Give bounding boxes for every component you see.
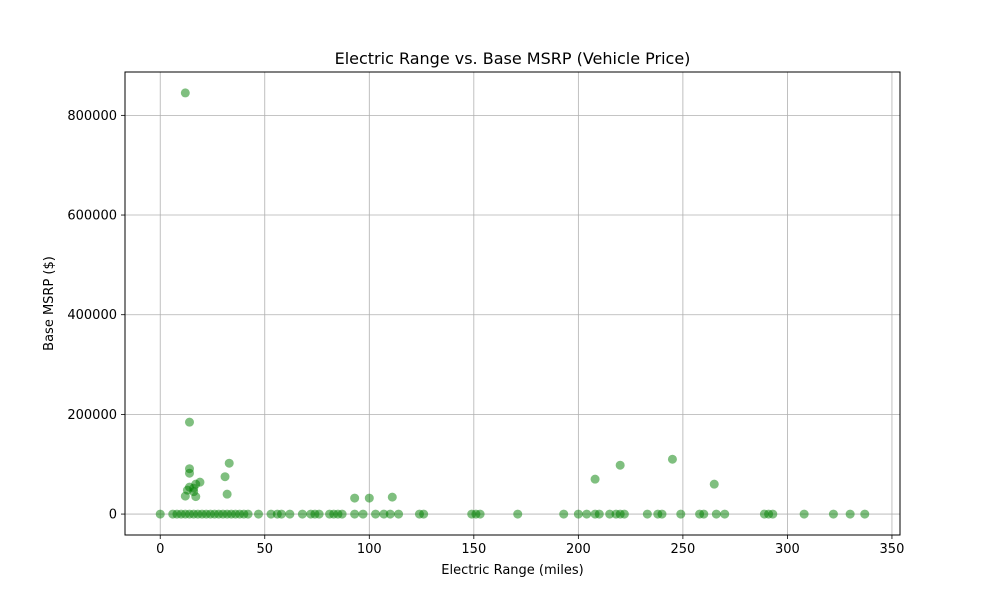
data-point <box>709 479 719 489</box>
data-point <box>720 509 730 519</box>
data-point <box>180 88 190 98</box>
data-point <box>768 509 778 519</box>
data-point <box>513 509 523 519</box>
y-tick-label: 0 <box>109 508 117 523</box>
data-point <box>657 509 667 519</box>
y-tick-label: 200000 <box>67 408 117 423</box>
x-axis-title: Electric Range (miles) <box>441 563 583 578</box>
plot-frame <box>124 71 901 536</box>
data-point <box>243 509 253 519</box>
y-tick-label: 600000 <box>67 209 117 224</box>
data-point <box>371 509 381 519</box>
data-point <box>350 509 360 519</box>
data-point <box>364 493 374 503</box>
data-point <box>605 509 615 519</box>
data-point <box>379 509 389 519</box>
data-point <box>180 491 190 501</box>
data-point <box>711 509 721 519</box>
data-point <box>845 509 855 519</box>
x-tick-label: 350 <box>880 542 905 557</box>
data-point <box>350 493 360 503</box>
data-point <box>285 509 295 519</box>
data-point <box>619 509 629 519</box>
x-tick-label: 200 <box>566 542 591 557</box>
x-tick-label: 100 <box>357 542 382 557</box>
data-point <box>475 509 485 519</box>
data-point <box>276 509 286 519</box>
data-point <box>358 509 368 519</box>
x-tick-label: 300 <box>775 542 800 557</box>
data-point <box>860 509 870 519</box>
data-point <box>615 460 625 470</box>
data-point <box>222 489 232 499</box>
data-point <box>667 454 677 464</box>
data-point <box>394 509 404 519</box>
data-point <box>220 472 230 482</box>
y-tick-label: 800000 <box>67 109 117 124</box>
data-point <box>297 509 307 519</box>
data-point <box>582 509 592 519</box>
data-point <box>385 509 395 519</box>
data-point <box>387 492 397 502</box>
x-tick-label: 0 <box>156 542 164 557</box>
data-point <box>253 509 263 519</box>
data-point <box>573 509 583 519</box>
data-point <box>419 509 429 519</box>
data-point <box>314 509 324 519</box>
data-point <box>799 509 809 519</box>
x-tick-label: 250 <box>670 542 695 557</box>
data-point <box>642 509 652 519</box>
data-point <box>828 509 838 519</box>
y-tick-label: 400000 <box>67 308 117 323</box>
y-axis-title: Base MSRP ($) <box>42 256 57 351</box>
data-point <box>699 509 709 519</box>
data-point <box>559 509 569 519</box>
data-point <box>155 509 165 519</box>
data-point <box>590 474 600 484</box>
chart-title: Electric Range vs. Base MSRP (Vehicle Pr… <box>335 49 691 68</box>
data-point <box>184 417 194 427</box>
axis-ticks: 0 50 100 150 200 250 300 350 0 200000 400000 600000… <box>67 109 904 557</box>
data-point <box>337 509 347 519</box>
data-point <box>184 468 194 478</box>
data-point <box>191 492 201 502</box>
data-point <box>594 509 604 519</box>
data-points <box>155 88 870 519</box>
data-point <box>266 509 276 519</box>
data-point <box>676 509 686 519</box>
x-tick-label: 50 <box>256 542 273 557</box>
data-point <box>224 458 234 468</box>
x-tick-label: 150 <box>461 542 486 557</box>
